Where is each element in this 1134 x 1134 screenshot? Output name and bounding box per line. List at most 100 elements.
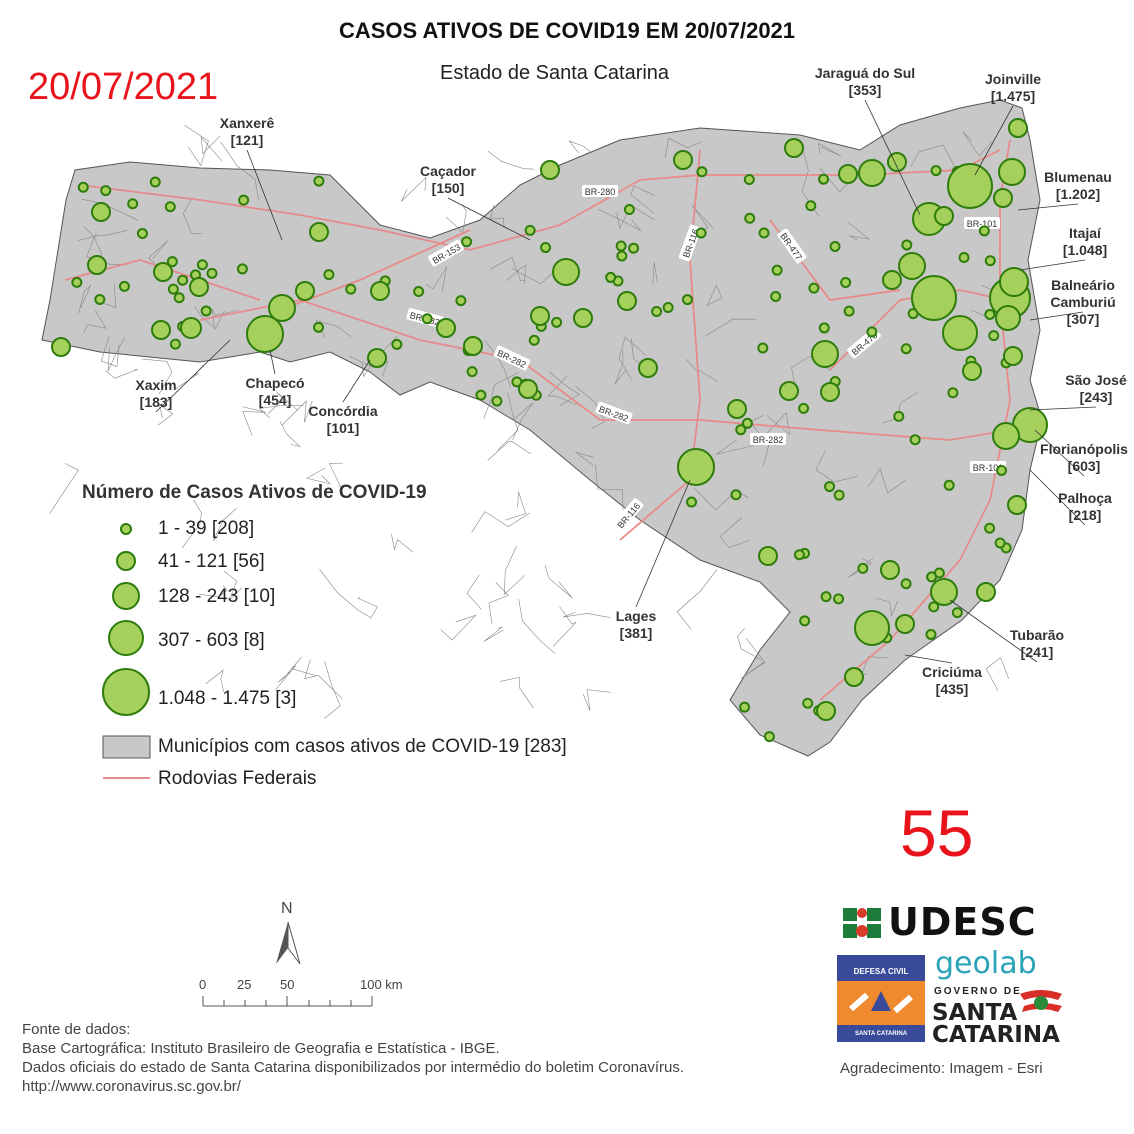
city-case-circle[interactable] [51,337,71,357]
city-case-circle[interactable] [651,305,663,317]
city-case-circle[interactable] [313,175,325,187]
city-case-circle[interactable] [993,188,1013,208]
city-case-circle[interactable] [911,275,957,321]
city-case-circle[interactable] [930,578,958,606]
city-case-circle[interactable] [741,417,753,429]
city-case-circle[interactable] [616,250,628,262]
city-case-circle[interactable] [798,402,810,414]
city-case-circle[interactable] [730,489,742,501]
city-case-circle[interactable] [77,181,89,193]
city-case-circle[interactable] [895,614,915,634]
city-case-circle[interactable] [857,562,869,574]
city-case-circle[interactable] [727,399,747,419]
city-case-circle[interactable] [391,338,403,350]
city-case-circle[interactable] [978,225,990,237]
city-case-circle[interactable] [686,496,698,508]
city-case-circle[interactable] [926,571,938,583]
city-case-circle[interactable] [739,701,751,713]
city-case-circle[interactable] [909,434,921,446]
city-case-circle[interactable] [951,607,963,619]
city-case-circle[interactable] [820,591,832,603]
city-case-circle[interactable] [475,389,487,401]
city-case-circle[interactable] [295,281,315,301]
city-case-circle[interactable] [984,255,996,267]
city-case-circle[interactable] [151,320,171,340]
city-case-circle[interactable] [149,176,161,188]
city-case-circle[interactable] [996,464,1008,476]
city-case-circle[interactable] [744,212,756,224]
city-case-circle[interactable] [799,615,811,627]
city-case-circle[interactable] [100,185,112,197]
city-case-circle[interactable] [573,308,593,328]
city-case-circle[interactable] [461,236,473,248]
city-case-circle[interactable] [528,334,540,346]
city-case-circle[interactable] [838,164,858,184]
city-case-circle[interactable] [844,667,864,687]
city-case-circle[interactable] [793,549,805,561]
city-case-circle[interactable] [887,152,907,172]
city-case-circle[interactable] [843,305,855,317]
city-case-circle[interactable] [180,317,202,339]
city-case-circle[interactable] [662,301,674,313]
city-case-circle[interactable] [466,366,478,378]
city-case-circle[interactable] [268,294,296,322]
city-case-circle[interactable] [808,282,820,294]
city-case-circle[interactable] [770,290,782,302]
city-case-circle[interactable] [811,340,839,368]
city-case-circle[interactable] [882,270,902,290]
city-case-circle[interactable] [345,283,357,295]
city-case-circle[interactable] [617,291,637,311]
city-case-circle[interactable] [463,336,483,356]
city-case-circle[interactable] [818,173,830,185]
city-case-circle[interactable] [928,601,940,613]
city-case-circle[interactable] [829,240,841,252]
city-case-circle[interactable] [824,481,836,493]
city-case-circle[interactable] [858,159,886,187]
city-case-circle[interactable] [91,202,111,222]
city-case-circle[interactable] [988,330,1000,342]
city-case-circle[interactable] [551,316,563,328]
city-case-circle[interactable] [934,206,954,226]
city-case-circle[interactable] [166,256,178,268]
city-case-circle[interactable] [771,264,783,276]
city-case-circle[interactable] [984,522,996,534]
city-case-circle[interactable] [805,200,817,212]
city-case-circle[interactable] [757,342,769,354]
city-case-circle[interactable] [309,222,329,242]
city-case-circle[interactable] [200,305,212,317]
city-case-circle[interactable] [999,267,1029,297]
city-case-circle[interactable] [900,578,912,590]
city-case-circle[interactable] [169,338,181,350]
city-case-circle[interactable] [696,166,708,178]
city-case-circle[interactable] [177,274,189,286]
city-case-circle[interactable] [779,381,799,401]
city-case-circle[interactable] [540,160,560,180]
city-case-circle[interactable] [901,239,913,251]
city-case-circle[interactable] [367,348,387,368]
city-case-circle[interactable] [854,610,890,646]
city-case-circle[interactable] [153,262,173,282]
city-case-circle[interactable] [976,582,996,602]
city-case-circle[interactable] [518,379,538,399]
city-case-circle[interactable] [436,318,456,338]
city-case-circle[interactable] [196,259,208,271]
city-case-circle[interactable] [628,242,640,254]
city-case-circle[interactable] [735,424,747,436]
city-case-circle[interactable] [524,224,536,236]
city-case-circle[interactable] [87,255,107,275]
city-case-circle[interactable] [413,285,425,297]
city-case-circle[interactable] [530,306,550,326]
city-case-circle[interactable] [1007,495,1027,515]
city-case-circle[interactable] [370,281,390,301]
city-case-circle[interactable] [930,165,942,177]
city-case-circle[interactable] [898,252,926,280]
city-case-circle[interactable] [136,228,148,240]
city-case-circle[interactable] [925,628,937,640]
city-case-circle[interactable] [840,276,852,288]
city-case-circle[interactable] [71,276,83,288]
city-case-circle[interactable] [784,138,804,158]
city-case-circle[interactable] [942,315,978,351]
city-case-circle[interactable] [758,546,778,566]
city-case-circle[interactable] [681,294,693,306]
city-case-circle[interactable] [1008,118,1028,138]
